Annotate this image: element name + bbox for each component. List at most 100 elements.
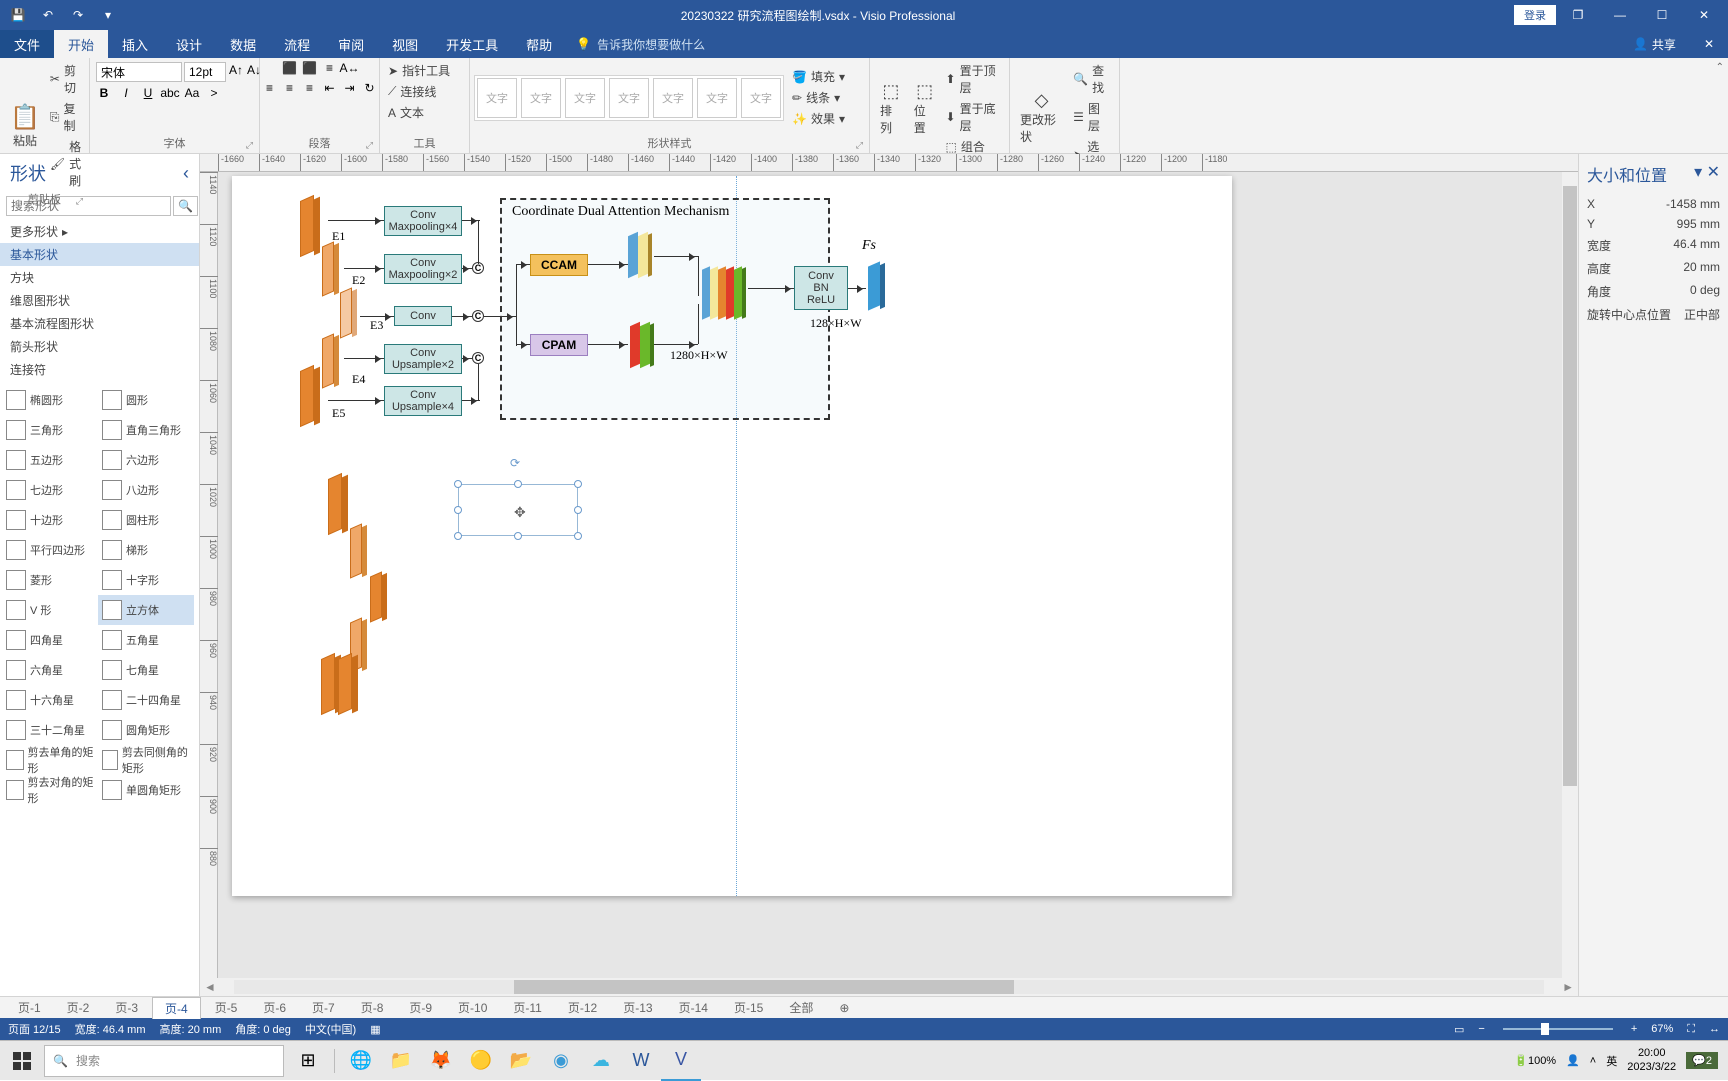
folder-icon[interactable]: 📂 [501, 1041, 541, 1081]
prop-width[interactable]: 46.4 mm [1673, 237, 1720, 254]
zoom-in-icon[interactable]: + [1631, 1023, 1637, 1035]
tab-data[interactable]: 数据 [216, 30, 270, 58]
font-size-select[interactable] [184, 62, 226, 82]
notification-icon[interactable]: 💬2 [1686, 1052, 1718, 1069]
people-icon[interactable]: 👤 [1566, 1054, 1580, 1067]
page-tab[interactable]: 页-4 [152, 997, 201, 1019]
e3-block[interactable] [340, 287, 352, 338]
tab-home[interactable]: 开始 [54, 30, 108, 58]
shape-master[interactable]: 单圆角矩形 [98, 775, 194, 805]
page-tab[interactable]: 页-9 [397, 997, 444, 1018]
effect-button[interactable]: ✨ 效果▾ [788, 108, 849, 129]
maximize-button[interactable]: ☐ [1642, 0, 1682, 30]
word-icon[interactable]: W [621, 1041, 661, 1081]
e2-block[interactable] [322, 241, 334, 296]
ltr-icon[interactable]: A↔ [342, 60, 358, 76]
page-tab[interactable]: 页-10 [446, 997, 499, 1018]
shape-master[interactable]: 十字形 [98, 565, 194, 595]
page-tab[interactable]: 页-8 [349, 997, 396, 1018]
page-tab[interactable]: 页-11 [501, 997, 553, 1018]
canvas[interactable]: E1 E2 E3 E4 E5 ConvMaxpo [218, 172, 1578, 978]
zoom-out-icon[interactable]: − [1478, 1023, 1484, 1035]
shape-master[interactable]: 六角星 [2, 655, 98, 685]
add-page-button[interactable]: ⊕ [827, 999, 861, 1017]
app-icon-1[interactable]: ◉ [541, 1041, 581, 1081]
e4-block[interactable] [322, 333, 334, 388]
minimize-button[interactable]: — [1600, 0, 1640, 30]
conv-node-2[interactable]: ConvMaxpooling×2 [384, 254, 462, 284]
battery-icon[interactable]: 🔋100% [1514, 1054, 1556, 1067]
shape-master[interactable]: 圆形 [98, 385, 194, 415]
stencil-venn[interactable]: 维恩图形状 [0, 289, 199, 312]
qa-redo[interactable]: ↷ [64, 3, 92, 27]
drawing-page[interactable]: E1 E2 E3 E4 E5 ConvMaxpo [232, 176, 1232, 896]
indent-dec-icon[interactable]: ⇤ [322, 80, 338, 96]
status-lang[interactable]: 中文(中国) [305, 1021, 356, 1037]
copy-button[interactable]: ⎘ 复制 [46, 98, 85, 136]
search-icon[interactable]: 🔍 [173, 196, 198, 216]
stencil-arrow[interactable]: 箭头形状 [0, 335, 199, 358]
sel-handle-s[interactable] [514, 532, 522, 540]
tell-me[interactable]: 💡 告诉我你想要做什么 [566, 30, 715, 58]
sel-handle-w[interactable] [454, 506, 462, 514]
conv-node-5[interactable]: ConvUpsample×4 [384, 386, 462, 416]
qa-customize[interactable]: ▾ [94, 3, 122, 27]
fill-button[interactable]: 🪣 填充▾ [788, 66, 849, 87]
paste-button[interactable]: 📋粘贴 [4, 101, 46, 151]
tab-dev[interactable]: 开发工具 [432, 30, 512, 58]
clock[interactable]: 20:002023/3/22 [1627, 1047, 1676, 1073]
taskbar-search[interactable]: 🔍 搜索 [44, 1045, 284, 1077]
layer-button[interactable]: ☰ 图层 [1069, 98, 1115, 136]
e5-block[interactable] [300, 365, 314, 427]
send-back-button[interactable]: ⬇ 置于底层 [942, 98, 1005, 136]
shape-master[interactable]: 剪去同侧角的矩形 [98, 745, 194, 775]
page-tab[interactable]: 页-2 [55, 997, 102, 1018]
stencil-connector[interactable]: 连接符 [0, 358, 199, 381]
start-button[interactable] [0, 1041, 44, 1081]
horizontal-scrollbar[interactable]: ◄ ► [200, 978, 1578, 996]
align-center-icon[interactable]: ≡ [282, 80, 298, 96]
page-tab[interactable]: 页-12 [556, 997, 609, 1018]
tab-insert[interactable]: 插入 [108, 30, 162, 58]
shape-master[interactable]: 三角形 [2, 415, 98, 445]
align-mid-icon[interactable]: ⬛ [302, 60, 318, 76]
more-shapes-link[interactable]: 更多形状 ▸ [0, 220, 199, 243]
shape-master[interactable]: 剪去单角的矩形 [2, 745, 98, 775]
text-tool[interactable]: A 文本 [384, 102, 428, 123]
conv-node-3[interactable]: Conv [394, 306, 452, 326]
share-button[interactable]: 👤 共享 [1619, 30, 1690, 58]
close-icon[interactable]: ▾ ✕ [1694, 162, 1720, 186]
page-tab[interactable]: 页-6 [251, 997, 298, 1018]
zoom-level[interactable]: 67% [1651, 1023, 1673, 1035]
stencil-flow[interactable]: 基本流程图形状 [0, 312, 199, 335]
pointer-tool[interactable]: ➤ 指针工具 [384, 60, 454, 81]
ribbon-collapse-icon[interactable]: ⌃ [1716, 62, 1724, 73]
page-tab[interactable]: 页-3 [103, 997, 150, 1018]
bullets-icon[interactable]: ≡ [322, 60, 338, 76]
shape-master[interactable]: 圆柱形 [98, 505, 194, 535]
presentation-icon[interactable]: ▭ [1454, 1023, 1464, 1036]
qa-save[interactable]: 💾 [4, 3, 32, 27]
explorer-icon[interactable]: 📁 [381, 1041, 421, 1081]
style-gallery[interactable]: 文字 文字 文字 文字 文字 文字 文字 [474, 75, 784, 121]
find-button[interactable]: 🔍 查找 [1069, 60, 1115, 98]
align-left-icon[interactable]: ≡ [262, 80, 278, 96]
shape-master[interactable]: 四角星 [2, 625, 98, 655]
underline-button[interactable]: U [140, 85, 156, 101]
align-top-icon[interactable]: ⬛ [282, 60, 298, 76]
ime-indicator[interactable]: 英 [1606, 1053, 1617, 1069]
sel-handle-sw[interactable] [454, 532, 462, 540]
cut-button[interactable]: ✂ 剪切 [46, 60, 85, 98]
shape-master[interactable]: 八边形 [98, 475, 194, 505]
page-tab[interactable]: 页-1 [6, 997, 53, 1018]
sel-handle-nw[interactable] [454, 480, 462, 488]
shape-master[interactable]: 菱形 [2, 565, 98, 595]
arrange-button[interactable]: ⬚排列 [874, 79, 908, 138]
rotate-handle[interactable]: ⟳ [510, 456, 524, 470]
shape-master[interactable]: V 形 [2, 595, 98, 625]
sel-handle-n[interactable] [514, 480, 522, 488]
visio-icon[interactable]: V [661, 1041, 701, 1081]
mechanism-box[interactable] [500, 198, 830, 420]
close-pane-button[interactable]: ✕ [1690, 30, 1728, 58]
tab-help[interactable]: 帮助 [512, 30, 566, 58]
